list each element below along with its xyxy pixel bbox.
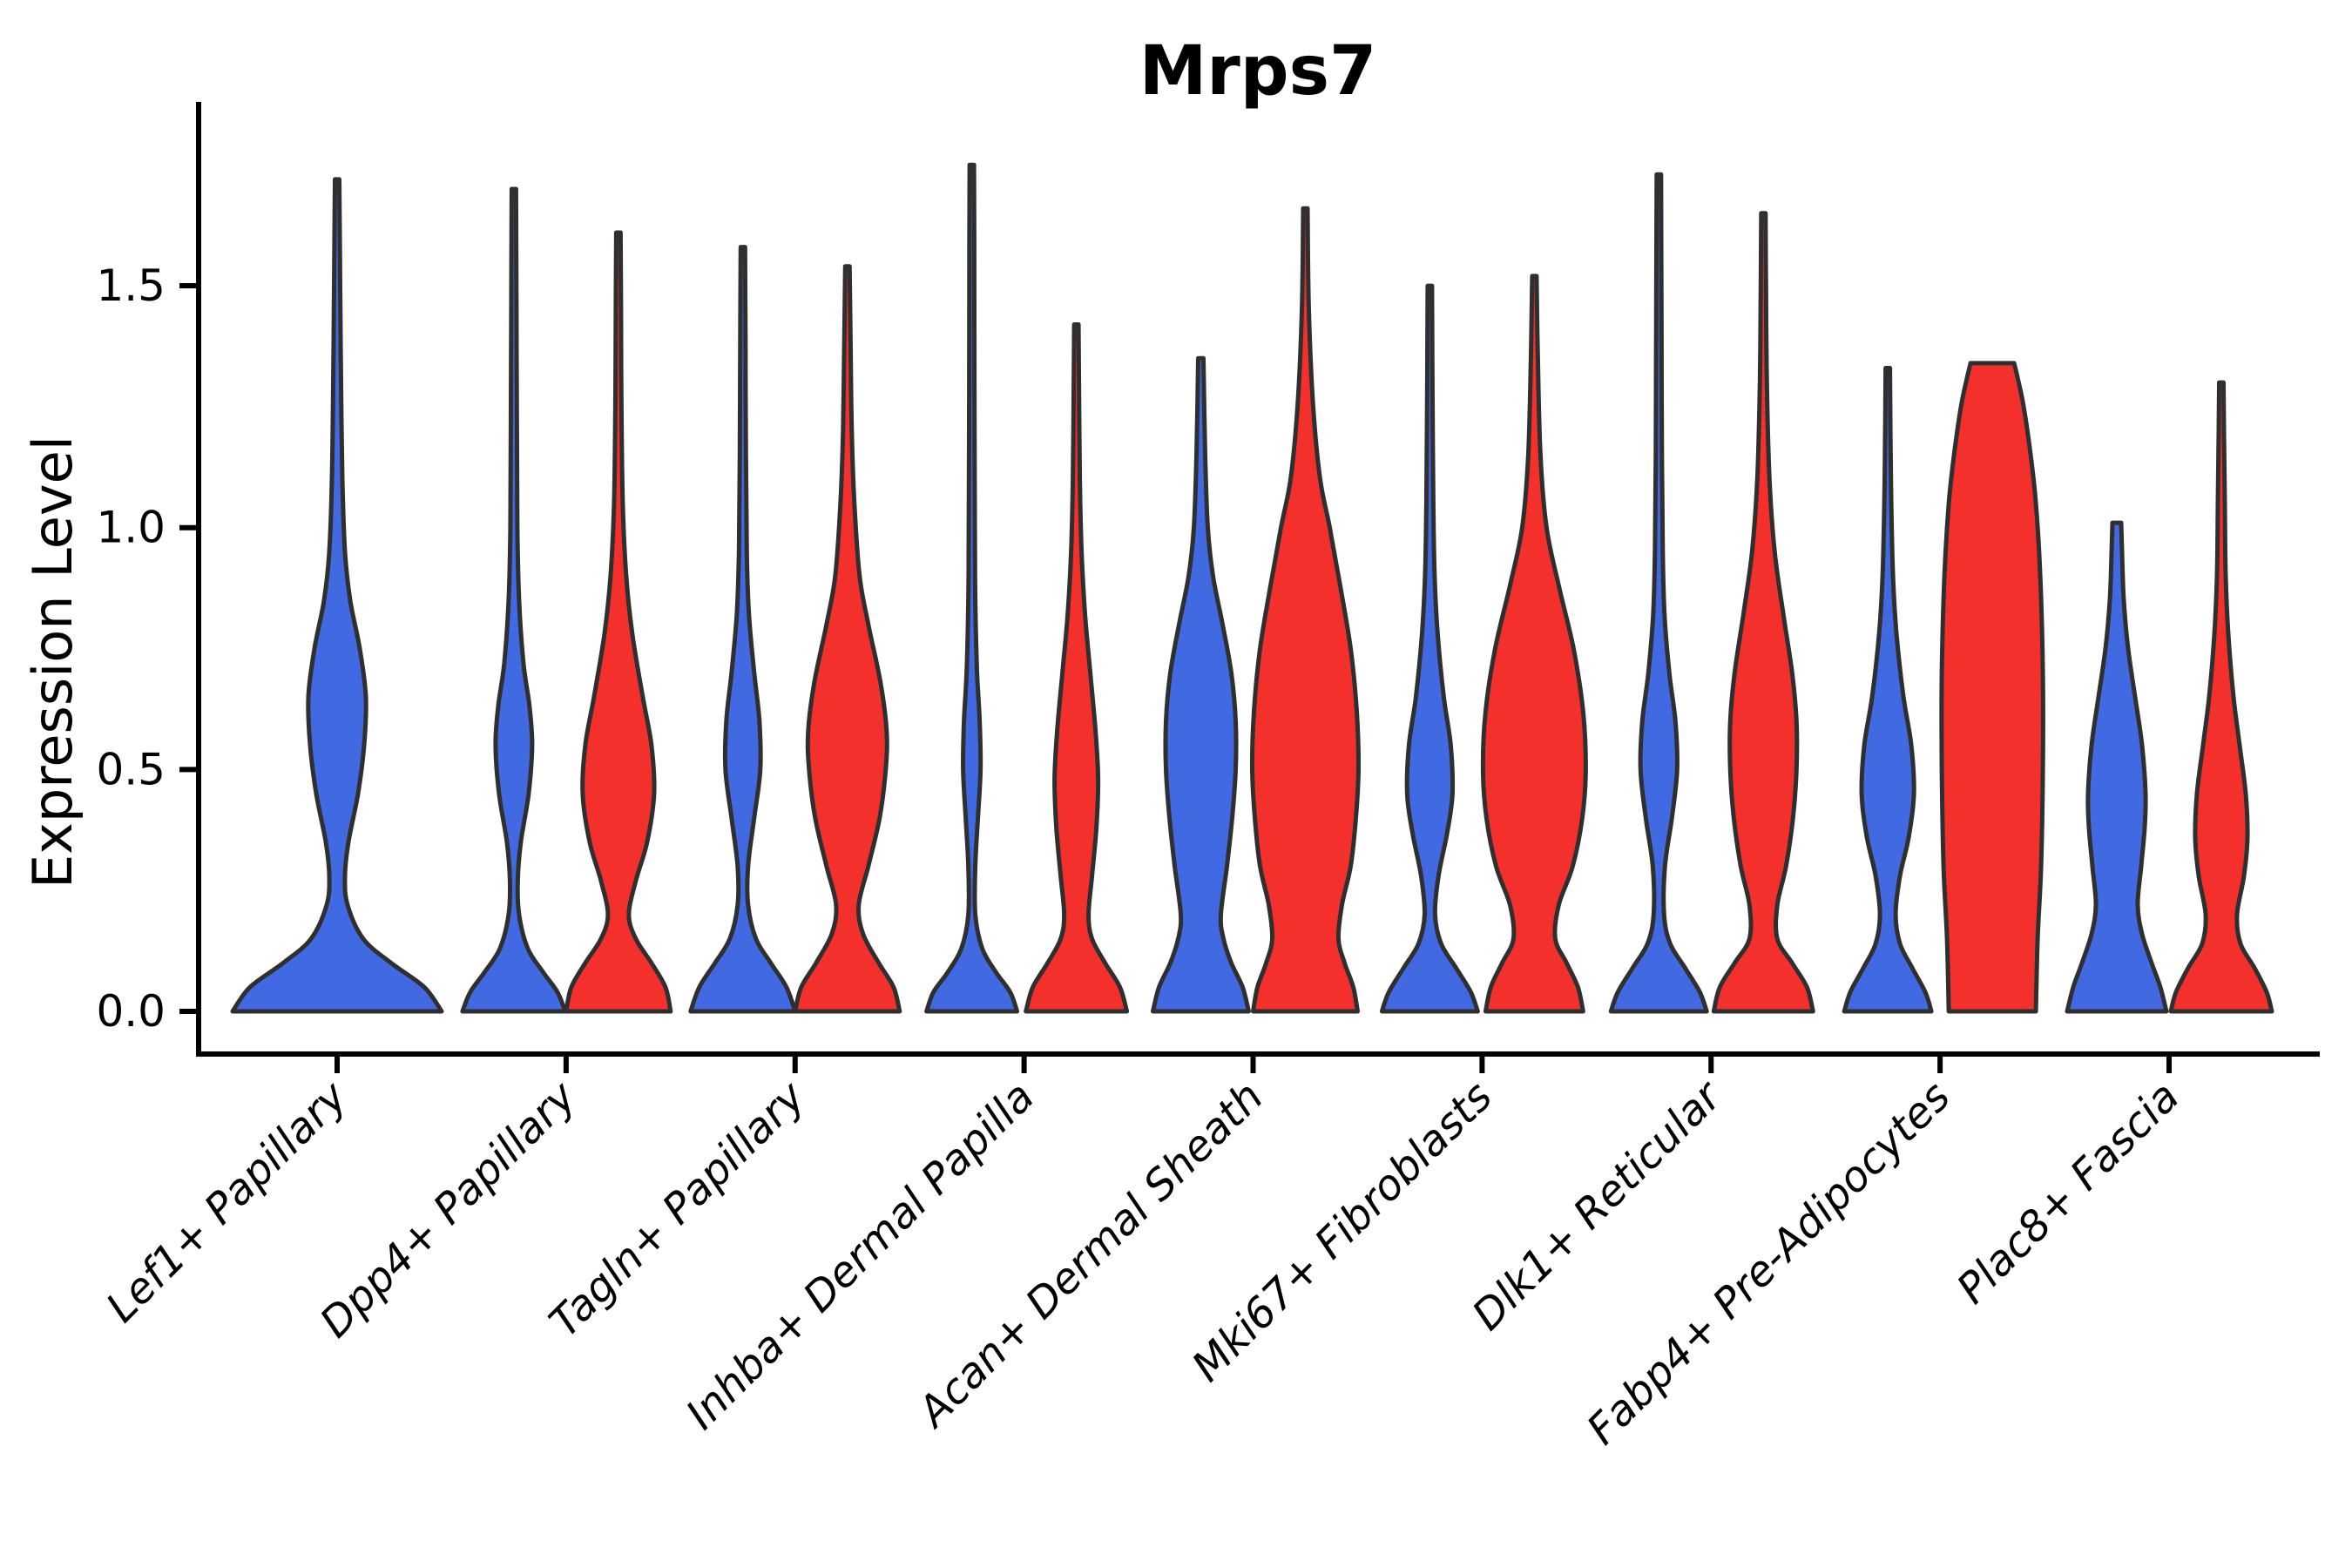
- violin-plac8-fascia-blue: [2065, 520, 2169, 1014]
- x-tick-label-plac8-fascia: Plac8+ Fascia: [1948, 1072, 2189, 1314]
- violin-tagln-papillary-blue: [688, 245, 798, 1014]
- y-tick-label-0.5: 0.5: [96, 744, 166, 794]
- violin-inhba-dermal-papilla-blue: [924, 162, 1020, 1014]
- axes-layer: [196, 102, 2320, 1057]
- violin-fabp4-pre-adipocytes-blue: [1842, 366, 1934, 1014]
- x-tick-label-dpp4-papillary: Dpp4+ Papillary: [311, 1071, 586, 1347]
- violins-layer: [230, 162, 2274, 1014]
- x-tick-label-fabp4-pre-adipocytes: Fabp4+ Pre-Adipocytes: [1578, 1072, 1960, 1455]
- x-tick-label-tagln-papillary: Tagln+ Papillary: [540, 1071, 815, 1347]
- violin-mki67-fibroblasts-red: [1480, 274, 1588, 1014]
- y-axis-label: Expression Level: [21, 436, 84, 889]
- violin-dpp4-papillary-blue: [460, 186, 568, 1014]
- violin-dlk1-reticular-blue: [1608, 172, 1709, 1014]
- violin-mki67-fibroblasts-blue: [1379, 283, 1480, 1014]
- violin-plac8-fascia-red: [2168, 380, 2274, 1014]
- y-tick-label-1.0: 1.0: [96, 503, 166, 553]
- violin-acan-dermal-sheath-blue: [1151, 355, 1251, 1014]
- violin-lef1-papillary-blue: [230, 177, 444, 1014]
- x-tick-label-dlk1-reticular: Dlk1+ Reticular: [1463, 1071, 1734, 1341]
- y-axis-ticks: 0.0 0.5 1.0 1.5: [96, 260, 199, 1037]
- violin-dpp4-papillary-red: [564, 230, 673, 1014]
- violin-dlk1-reticular-red: [1711, 211, 1815, 1014]
- y-tick-label-0.0: 0.0: [96, 986, 166, 1037]
- chart-title: Mrps7: [1139, 32, 1377, 111]
- violin-inhba-dermal-papilla-red: [1024, 322, 1130, 1014]
- violin-acan-dermal-sheath-red: [1249, 206, 1362, 1014]
- violin-fabp4-pre-adipocytes-red: [1939, 361, 2045, 1014]
- y-tick-label-1.5: 1.5: [96, 260, 166, 311]
- x-tick-label-lef1-papillary: Lef1+ Papillary: [97, 1071, 357, 1332]
- violin-tagln-papillary-red: [793, 264, 902, 1014]
